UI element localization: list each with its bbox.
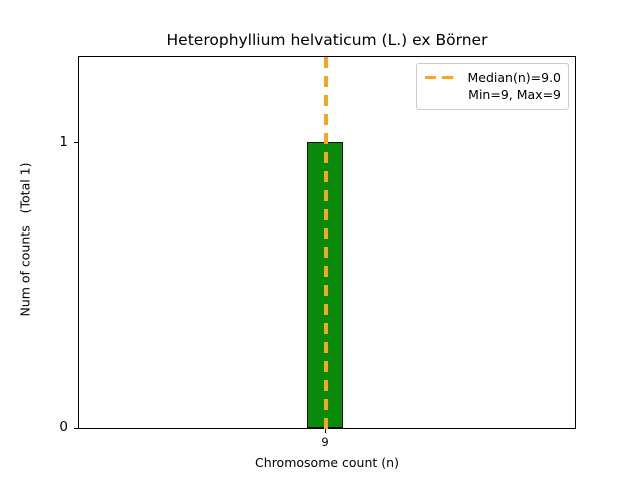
y-tick-mark-0	[74, 428, 78, 430]
median-reference-line	[324, 57, 328, 430]
chart-legend: Median(n)=9.0 Min=9, Max=9	[416, 63, 569, 110]
y-tick-label-0: 0	[59, 419, 68, 435]
legend-label-median: Median(n)=9.0	[467, 70, 562, 85]
dashed-line-icon	[424, 75, 459, 80]
y-tick-mark-1	[74, 142, 78, 144]
chart-title: Heterophyllium helvaticum (L.) ex Börner	[166, 31, 488, 49]
x-tick-mark-9	[325, 429, 327, 433]
x-axis-label: Chromosome count (n)	[255, 455, 399, 470]
y-tick-label-1: 1	[59, 134, 68, 150]
y-axis-label-container: Num of counts (Total 1)	[0, 0, 44, 480]
legend-entry-minmax: Min=9, Max=9	[424, 86, 561, 103]
legend-entry-median: Median(n)=9.0	[424, 69, 561, 86]
legend-label-minmax: Min=9, Max=9	[468, 87, 561, 102]
y-axis-label: Num of counts (Total 1)	[17, 162, 33, 317]
plot-area: Median(n)=9.0 Min=9, Max=9	[78, 56, 576, 430]
x-tick-label-9: 9	[321, 435, 329, 449]
